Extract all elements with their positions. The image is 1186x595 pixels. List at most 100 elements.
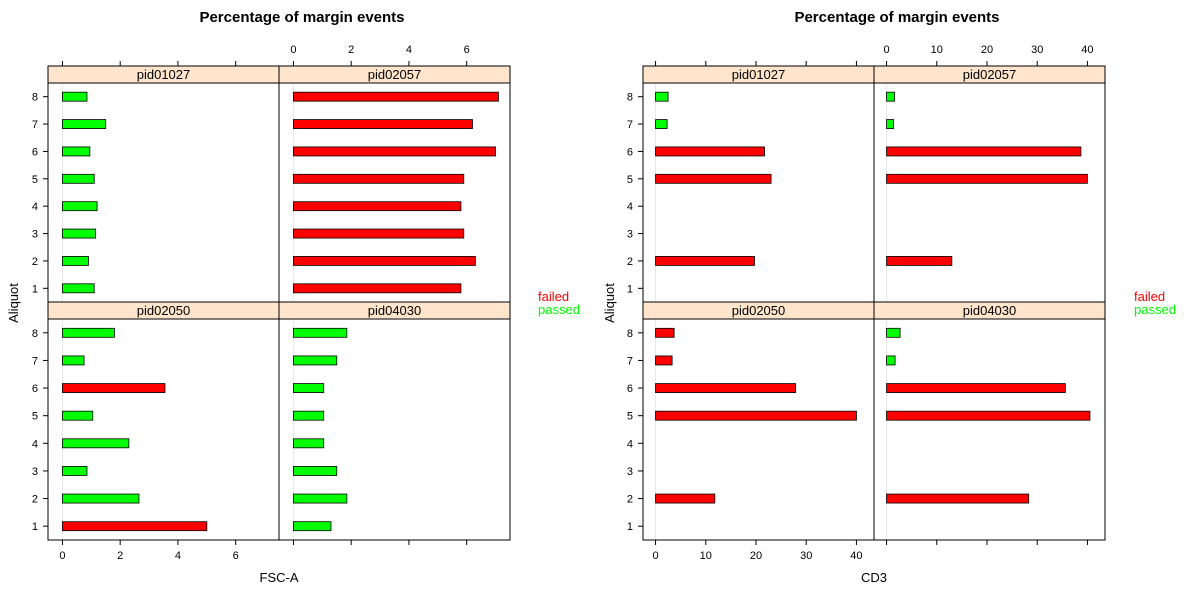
- bar-pid02050-aliquot-8: [62, 327, 115, 338]
- bar-pid02057-aliquot-5: [293, 173, 465, 184]
- chart-fsc-a: Percentage of margin events pid01027 pid02…: [6, 9, 580, 585]
- bar-pid02050-aliquot-1: [62, 521, 208, 532]
- y-tick-label: 5: [627, 411, 633, 423]
- bar-pid02050-aliquot-7: [655, 355, 673, 366]
- y-tick-label: 4: [627, 201, 633, 213]
- bar-pid04030-aliquot-7: [293, 355, 338, 366]
- strip-label: pid02050: [732, 303, 786, 318]
- strip-label: pid02057: [963, 67, 1017, 82]
- x-tick-label: 0: [652, 550, 658, 562]
- panel-border: [873, 82, 1106, 303]
- y-tick-label: 8: [32, 328, 38, 340]
- x-tick-label-top: 10: [931, 44, 943, 56]
- y-tick-label: 3: [627, 229, 633, 241]
- bar-pid04030-aliquot-5: [293, 410, 325, 421]
- x-tick-label: 40: [850, 550, 862, 562]
- bar-pid01027-aliquot-3: [62, 228, 97, 239]
- y-tick-label: 6: [32, 383, 38, 395]
- x-tick-label: 4: [175, 550, 181, 562]
- x-axis-label: FSC-A: [260, 570, 299, 585]
- y-tick-label: 2: [627, 494, 633, 506]
- bar-pid04030-aliquot-5: [886, 410, 1091, 421]
- panel-border: [278, 318, 511, 541]
- bar-pid02057-aliquot-2: [886, 256, 953, 266]
- bar-pid01027-aliquot-2: [655, 256, 755, 266]
- bar-pid02057-aliquot-3: [293, 228, 465, 239]
- bar-pid04030-aliquot-8: [293, 327, 348, 338]
- bar-pid02057-aliquot-4: [293, 201, 462, 212]
- bar-pid02057-aliquot-1: [293, 283, 462, 294]
- x-tick-label-top: 2: [348, 44, 354, 56]
- strip-label: pid04030: [368, 303, 422, 318]
- y-tick-label: 7: [32, 355, 38, 367]
- legend-entry-failed: failed: [1134, 289, 1165, 304]
- y-tick-label: 6: [627, 383, 633, 395]
- y-tick-label: 7: [627, 355, 633, 367]
- y-tick-label: 8: [627, 328, 633, 340]
- bar-pid02057-aliquot-8: [293, 91, 499, 102]
- y-tick-label: 7: [32, 119, 38, 131]
- panel-pid02057: pid02057: [278, 65, 511, 303]
- bar-pid02050-aliquot-2: [62, 493, 140, 504]
- bar-pid02057-aliquot-2: [293, 256, 476, 266]
- bar-pid01027-aliquot-2: [62, 256, 89, 266]
- legend-entry-passed: passed: [1134, 302, 1176, 317]
- y-tick-label: 5: [32, 174, 38, 186]
- panel-border: [642, 82, 875, 303]
- bar-pid01027-aliquot-5: [655, 173, 772, 184]
- bar-pid02057-aliquot-8: [886, 91, 895, 102]
- x-tick-label: 20: [750, 550, 762, 562]
- strip-label: pid01027: [137, 67, 191, 82]
- panel-border: [642, 318, 875, 541]
- bar-pid04030-aliquot-8: [886, 327, 901, 338]
- y-tick-label: 5: [627, 174, 633, 186]
- bar-pid04030-aliquot-6: [293, 383, 325, 393]
- x-tick-label-top: 0: [290, 44, 296, 56]
- x-tick-label-top: 20: [981, 44, 993, 56]
- y-tick-label: 1: [627, 521, 633, 533]
- bar-pid02057-aliquot-7: [293, 119, 473, 129]
- strip-label: pid02057: [368, 67, 422, 82]
- x-tick-label: 30: [800, 550, 812, 562]
- legend-entry-passed: passed: [538, 302, 580, 317]
- bar-pid02050-aliquot-7: [62, 355, 85, 366]
- bar-pid01027-aliquot-7: [655, 119, 668, 129]
- panel-pid01027: pid01027: [47, 65, 280, 303]
- chart-cd3: Percentage of margin events pid01027 pid02…: [602, 9, 1176, 585]
- chart-title: Percentage of margin events: [199, 9, 404, 26]
- panel-pid04030: pid04030: [873, 301, 1106, 541]
- x-tick-label: 2: [117, 550, 123, 562]
- bar-pid04030-aliquot-6: [886, 383, 1066, 393]
- y-tick-label: 2: [32, 256, 38, 268]
- strip-label: pid01027: [732, 67, 786, 82]
- x-tick-label: 10: [700, 550, 712, 562]
- x-tick-label-top: 0: [883, 44, 889, 56]
- y-axis-label: Aliquot: [6, 283, 21, 323]
- bar-pid02050-aliquot-5: [62, 410, 94, 421]
- bar-pid04030-aliquot-4: [293, 438, 325, 449]
- y-axis-label: Aliquot: [602, 283, 617, 323]
- bar-pid01027-aliquot-5: [62, 173, 95, 184]
- bar-pid04030-aliquot-1: [293, 521, 332, 532]
- bar-pid04030-aliquot-3: [293, 466, 338, 476]
- strip-label: pid04030: [963, 303, 1017, 318]
- x-tick-label-top: 4: [406, 44, 412, 56]
- bar-pid02057-aliquot-6: [293, 146, 496, 157]
- x-tick-label-top: 40: [1081, 44, 1093, 56]
- y-tick-label: 8: [32, 92, 38, 104]
- bar-pid01027-aliquot-1: [62, 283, 95, 294]
- bar-pid02050-aliquot-3: [62, 466, 88, 476]
- bar-pid04030-aliquot-2: [293, 493, 348, 504]
- x-tick-label-top: 6: [464, 44, 470, 56]
- y-tick-label: 2: [627, 256, 633, 268]
- y-tick-label: 7: [627, 119, 633, 131]
- bar-pid02050-aliquot-5: [655, 410, 857, 421]
- y-tick-label: 5: [32, 411, 38, 423]
- y-tick-label: 3: [32, 229, 38, 241]
- bar-pid02050-aliquot-4: [62, 438, 130, 449]
- bar-pid01027-aliquot-7: [62, 119, 107, 129]
- chart-title: Percentage of margin events: [794, 9, 999, 26]
- bar-pid04030-aliquot-7: [886, 355, 896, 366]
